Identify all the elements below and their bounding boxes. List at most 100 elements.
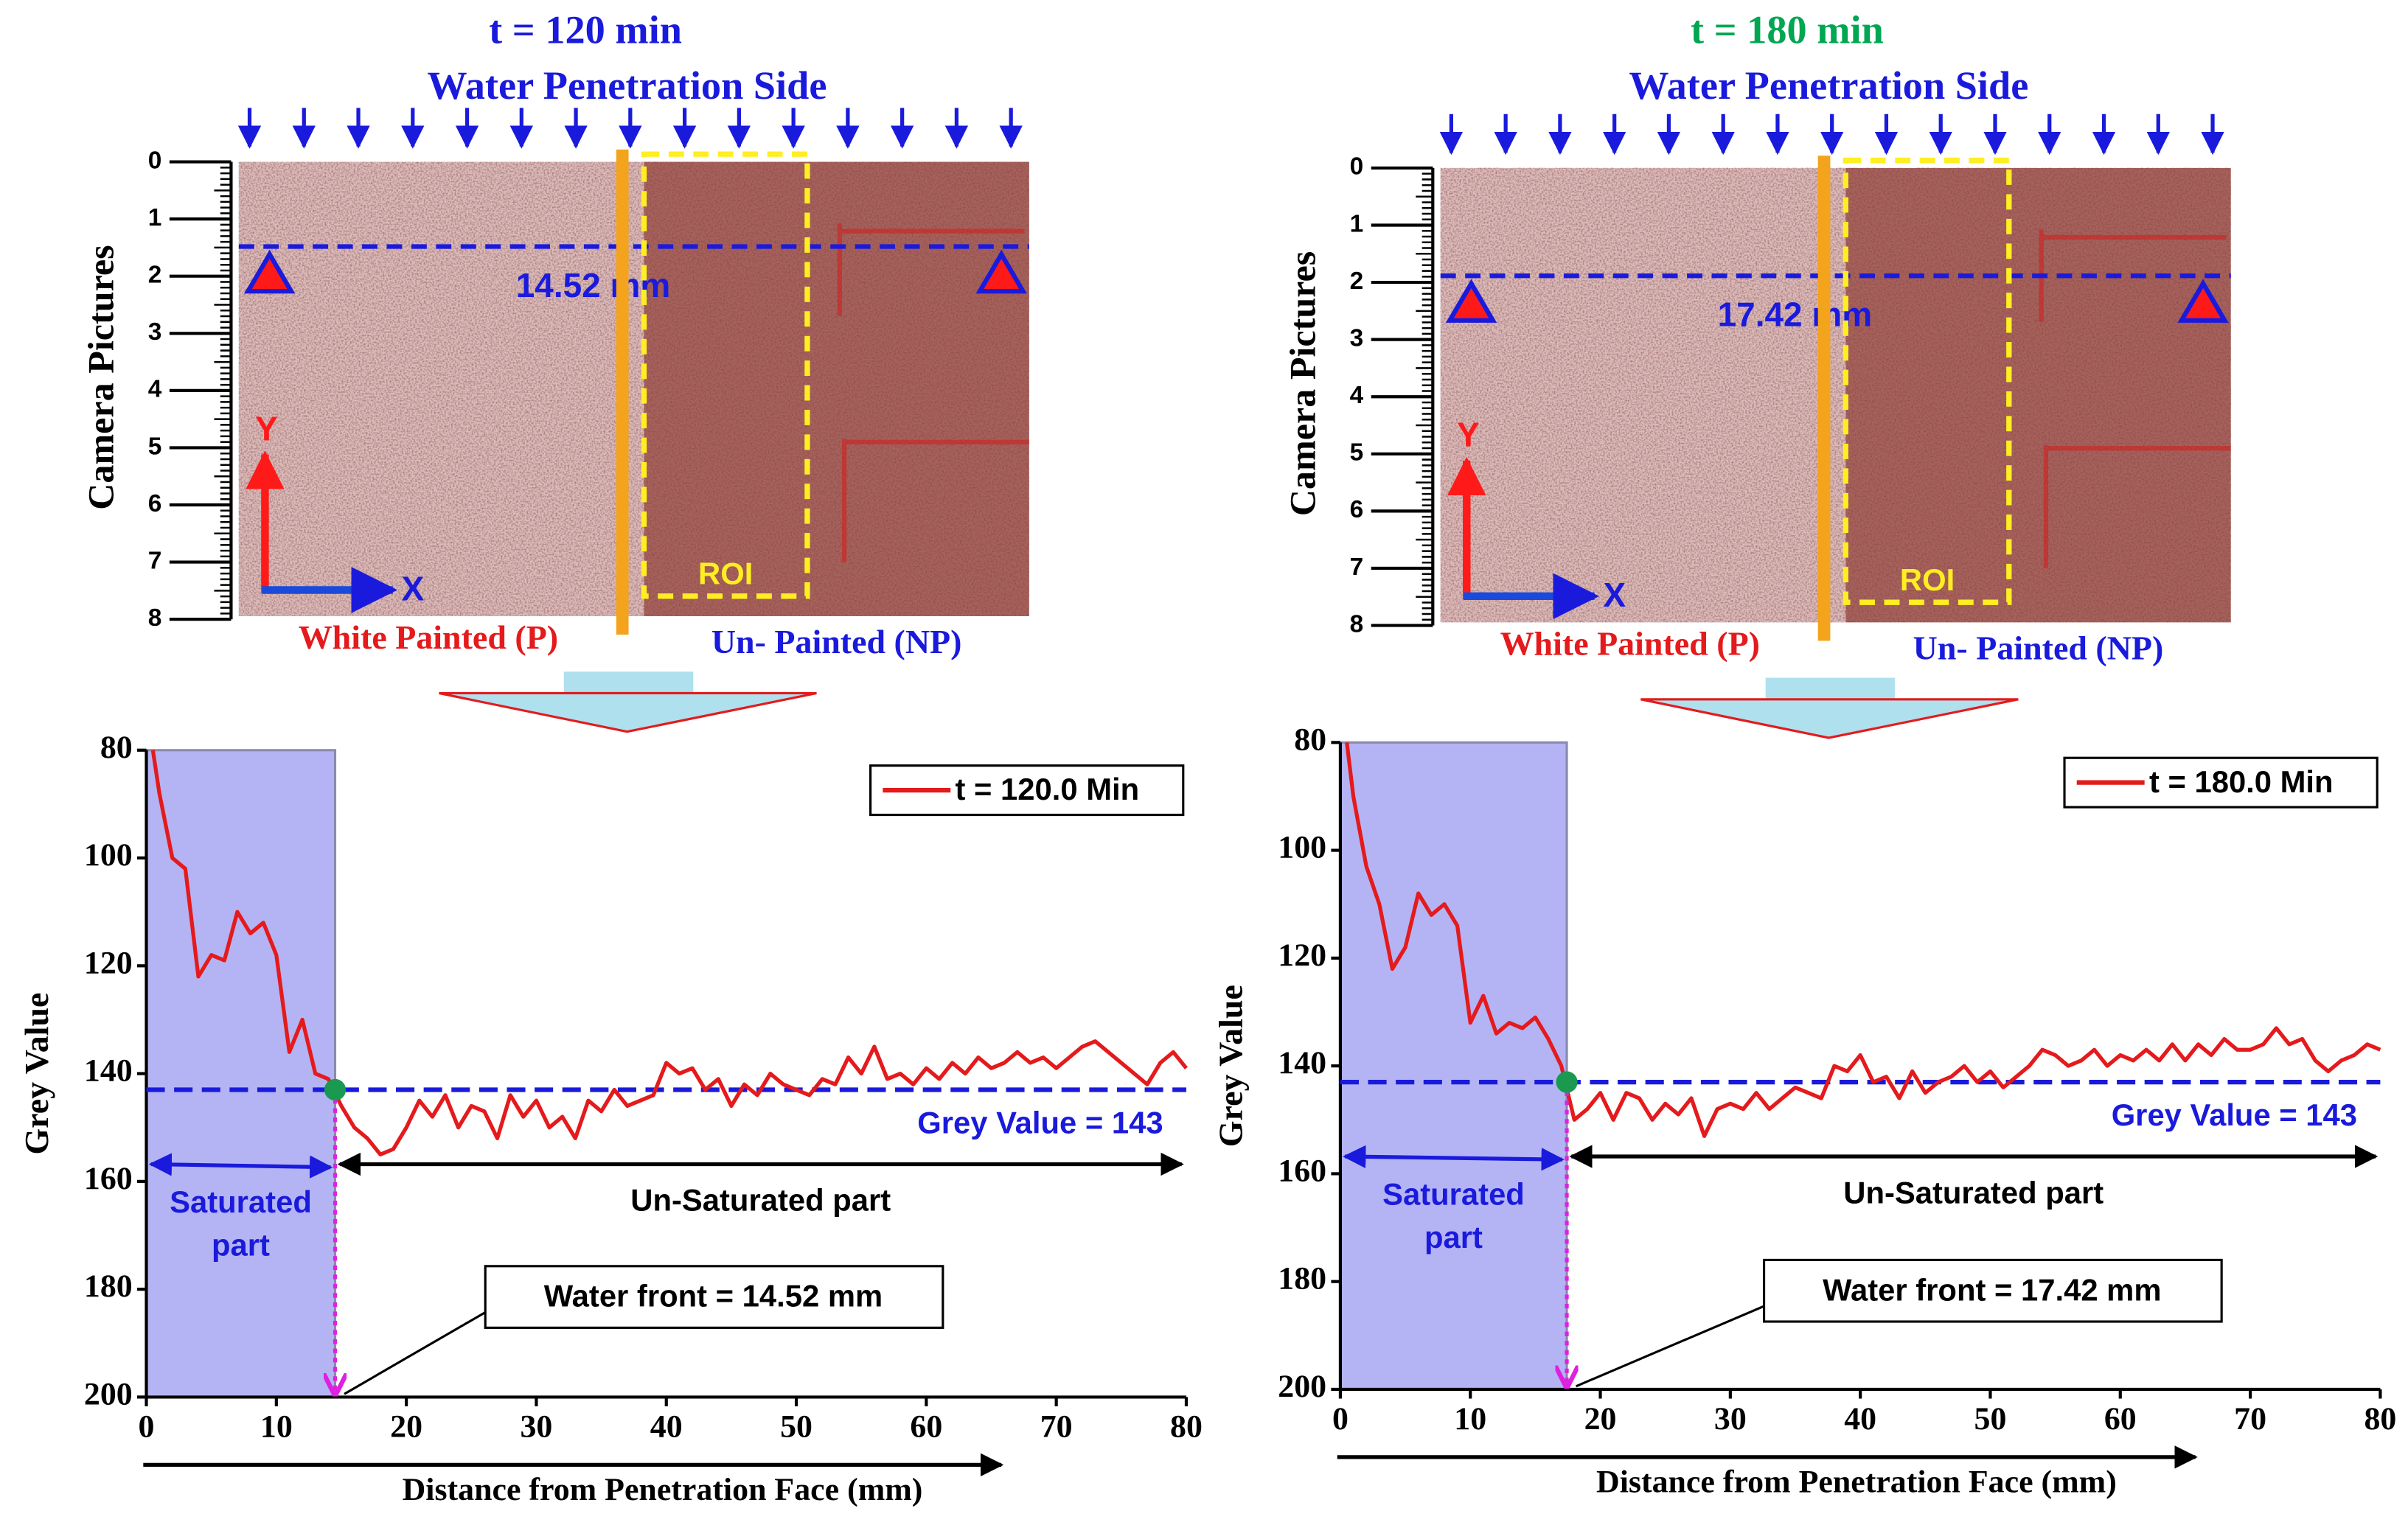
- water-front-point: [324, 1078, 347, 1101]
- water-front-label: Water front = 17.42 mm: [1823, 1272, 2161, 1307]
- front-label: 14.52 mm: [516, 266, 671, 304]
- panel-subtitle: Water Penetration Side: [427, 63, 827, 108]
- legend-label: t = 180.0 Min: [2149, 764, 2334, 799]
- reference-triangle: [1445, 279, 1497, 323]
- x-tick-label: 20: [390, 1409, 422, 1444]
- water-front-leader: [1575, 1305, 1765, 1388]
- x-axis-label: Distance from Penetration Face (mm): [403, 1472, 923, 1507]
- y-tick-label: 100: [84, 837, 133, 873]
- painted-label: White Painted (P): [299, 618, 558, 656]
- water-front-box: [484, 1265, 944, 1329]
- y-tick-label: 120: [84, 945, 133, 980]
- saturated-label: Saturated: [1382, 1176, 1525, 1211]
- unsaturated-label: Un-Saturated part: [1843, 1175, 2103, 1210]
- ruler-tick-label: 6: [148, 490, 162, 517]
- roi-label: ROI: [698, 556, 753, 591]
- x-axis-label: Distance from Penetration Face (mm): [1596, 1465, 2117, 1500]
- photo-grain: [238, 161, 1029, 616]
- x-tick-label: 60: [2104, 1401, 2137, 1437]
- x-tick-label: 80: [1170, 1409, 1203, 1444]
- water-front-label: Water front = 14.52 mm: [544, 1279, 883, 1313]
- y-tick-label: 100: [1278, 830, 1326, 865]
- ruler-tick-label: 8: [148, 604, 162, 632]
- painted-label: White Painted (P): [1500, 624, 1760, 662]
- photo-grain: [1440, 167, 2231, 623]
- axis-y-letter: Y: [255, 409, 278, 447]
- x-tick-label: 70: [2234, 1401, 2266, 1437]
- y-tick-label: 200: [84, 1376, 133, 1411]
- ruler-tick-label: 2: [148, 262, 162, 289]
- y-tick-label: 180: [84, 1268, 133, 1304]
- water-front-leader: [344, 1311, 487, 1395]
- front-label: 17.42 mm: [1718, 296, 1873, 334]
- y-axis-label: Grey Value: [18, 993, 55, 1155]
- axis-y-letter: Y: [1457, 416, 1480, 454]
- ruler-tick-label: 0: [1350, 153, 1364, 181]
- x-tick-label: 0: [1332, 1401, 1349, 1437]
- y-tick-label: 80: [100, 730, 133, 765]
- x-tick-label: 80: [2364, 1401, 2396, 1437]
- x-tick-label: 50: [1974, 1401, 2007, 1437]
- ruler-tick-label: 8: [1350, 610, 1364, 638]
- series-line: [150, 750, 1189, 1156]
- ruler-tick-label: 3: [148, 318, 162, 346]
- interface-bar: [616, 149, 629, 635]
- saturated-label: Saturated: [170, 1184, 312, 1219]
- gauge-outline: [837, 223, 1029, 562]
- unpainted-label: Un- Painted (NP): [1913, 629, 2164, 667]
- ruler-tick-label: 6: [1350, 496, 1364, 523]
- x-tick-label: 40: [650, 1409, 683, 1444]
- axis-x-letter: X: [1604, 576, 1626, 614]
- ruler-tick-label: 7: [1350, 554, 1364, 581]
- saturated-label: part: [212, 1227, 270, 1262]
- legend-label: t = 120.0 Min: [956, 772, 1140, 806]
- x-tick-label: 50: [780, 1409, 812, 1444]
- roi-label: ROI: [1900, 562, 1955, 597]
- saturated-arrow: [1343, 1145, 1565, 1171]
- transition-arrow-head: [1640, 698, 2019, 739]
- ruler-tick-label: 4: [1350, 382, 1364, 409]
- x-tick-label: 10: [1454, 1401, 1486, 1437]
- x-tick-label: 20: [1584, 1401, 1617, 1437]
- y-axis-label: Grey Value: [1211, 985, 1249, 1147]
- saturated-region: [145, 749, 337, 1398]
- y-tick-label: 200: [1278, 1369, 1326, 1404]
- ruler-tick-label: 7: [148, 547, 162, 574]
- y-tick-label: 120: [1278, 938, 1326, 973]
- x-tick-label: 10: [260, 1409, 293, 1444]
- photo-axis-label: Camera Pictures: [1281, 251, 1323, 517]
- threshold-label: Grey Value = 143: [2112, 1097, 2357, 1132]
- ruler-tick-label: 1: [148, 204, 162, 231]
- y-tick-label: 140: [84, 1053, 133, 1089]
- camera-panel: t = 120 min Water Penetration Side 0 1 2 3 4 5 6…: [80, 8, 1029, 733]
- ruler-tick-label: 5: [1350, 439, 1364, 467]
- roi-box: [1842, 157, 2012, 605]
- x-tick-label: 30: [520, 1409, 552, 1444]
- transition-arrow-head: [439, 691, 817, 733]
- reference-triangle: [243, 249, 296, 294]
- interface-bar: [1817, 156, 1831, 641]
- x-tick-label: 40: [1844, 1401, 1876, 1437]
- x-tick-label: 0: [139, 1409, 155, 1444]
- ruler-tick-label: 2: [1350, 268, 1364, 295]
- series-line: [1345, 742, 2381, 1138]
- ruler-tick-label: 4: [148, 376, 162, 403]
- x-tick-label: 70: [1040, 1409, 1073, 1444]
- photo-axis-label: Camera Pictures: [80, 245, 122, 510]
- y-tick-label: 140: [1278, 1045, 1326, 1081]
- roi-box: [641, 151, 810, 599]
- y-tick-label: 80: [1294, 722, 1326, 757]
- saturated-arrow: [148, 1153, 333, 1179]
- water-front-point: [1556, 1071, 1578, 1093]
- water-front-box: [1762, 1258, 2223, 1323]
- reference-triangle: [2177, 279, 2229, 323]
- unsaturated-label: Un-Saturated part: [630, 1183, 891, 1218]
- panel-subtitle: Water Penetration Side: [1629, 63, 2028, 108]
- y-tick-label: 160: [84, 1161, 133, 1196]
- ruler-tick-label: 0: [148, 147, 162, 174]
- ruler-tick-label: 1: [1350, 210, 1364, 237]
